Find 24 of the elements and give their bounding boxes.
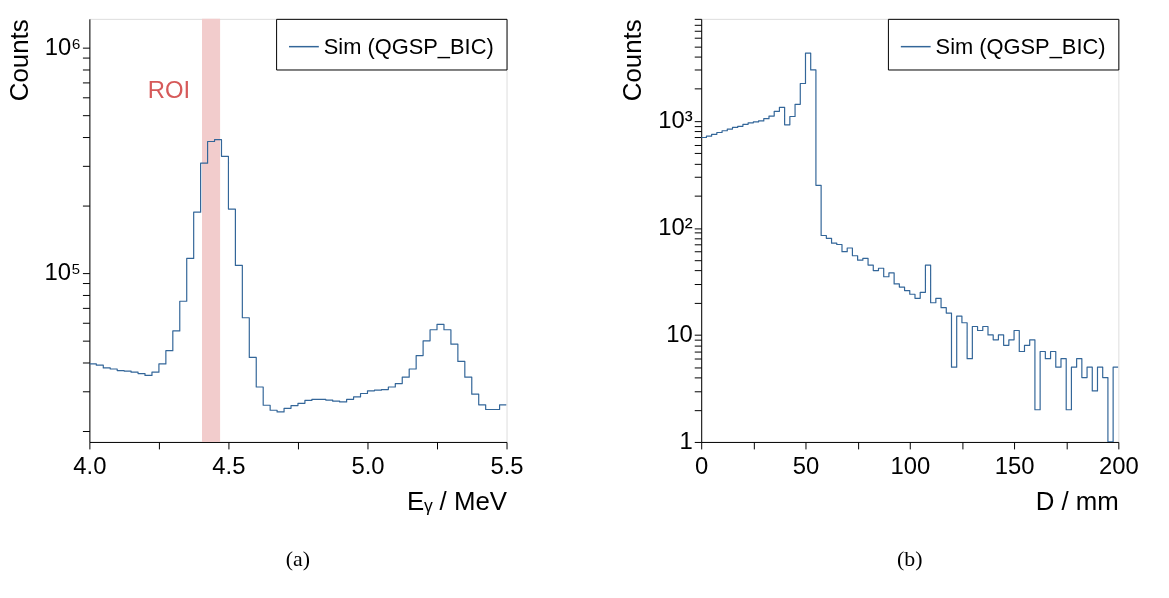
x-axis-title: Eᵧ / MeV <box>406 486 508 515</box>
y-tick-label: 1 <box>679 427 693 455</box>
y-tick-label: 10⁶ <box>44 32 81 60</box>
x-tick-label: 50 <box>792 452 820 480</box>
text: (b) <box>897 547 923 572</box>
x-tick-label: 5.5 <box>490 452 524 480</box>
x-tick-label: 4.5 <box>212 452 246 480</box>
x-tick-label: 150 <box>994 452 1035 480</box>
x-tick-label: 5.0 <box>351 452 385 480</box>
legend-label: Sim (QGSP_BIC) <box>323 33 494 59</box>
x-axis-title: D / mm <box>1035 486 1119 515</box>
text: (a) <box>285 547 311 572</box>
y-tick-label: 10³ <box>658 106 693 134</box>
y-tick-label: 10² <box>658 213 693 241</box>
x-tick-label: 0 <box>695 452 709 480</box>
legend-label: Sim (QGSP_BIC) <box>935 33 1106 59</box>
x-tick-label: 4.0 <box>73 452 107 480</box>
y-tick-label: 10⁵ <box>44 258 81 286</box>
y-axis-title: Counts <box>618 19 647 102</box>
y-tick-label: 10 <box>666 320 693 348</box>
y-axis-title: Counts <box>4 19 33 102</box>
x-tick-label: 100 <box>890 452 931 480</box>
x-tick-label: 200 <box>1098 452 1139 480</box>
band-label: ROI <box>147 75 191 103</box>
